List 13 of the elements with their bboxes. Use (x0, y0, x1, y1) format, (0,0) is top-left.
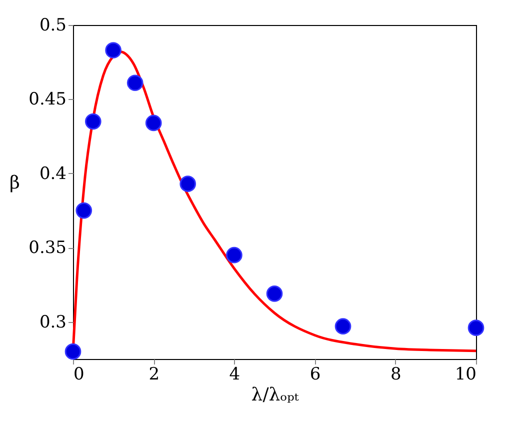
y-tick-label: 0.4 (39, 164, 66, 184)
x-tick-label: 4 (229, 364, 240, 384)
x-tick-label: 8 (390, 364, 402, 384)
y-tick-label: 0.3 (39, 312, 66, 332)
y-tick-label: 0.5 (39, 16, 66, 36)
y-axis-title: β (9, 172, 20, 194)
y-tick-label: 0.45 (28, 90, 66, 110)
x-tick-label: 6 (310, 364, 321, 384)
y-tick-label: 0.35 (28, 238, 66, 258)
x-tick-label: 2 (148, 364, 160, 384)
x-axis-title: λ/λₒₚₜ (251, 384, 300, 406)
x-tick-label: 10 (454, 364, 476, 384)
x-tick-label: 0 (74, 364, 84, 384)
